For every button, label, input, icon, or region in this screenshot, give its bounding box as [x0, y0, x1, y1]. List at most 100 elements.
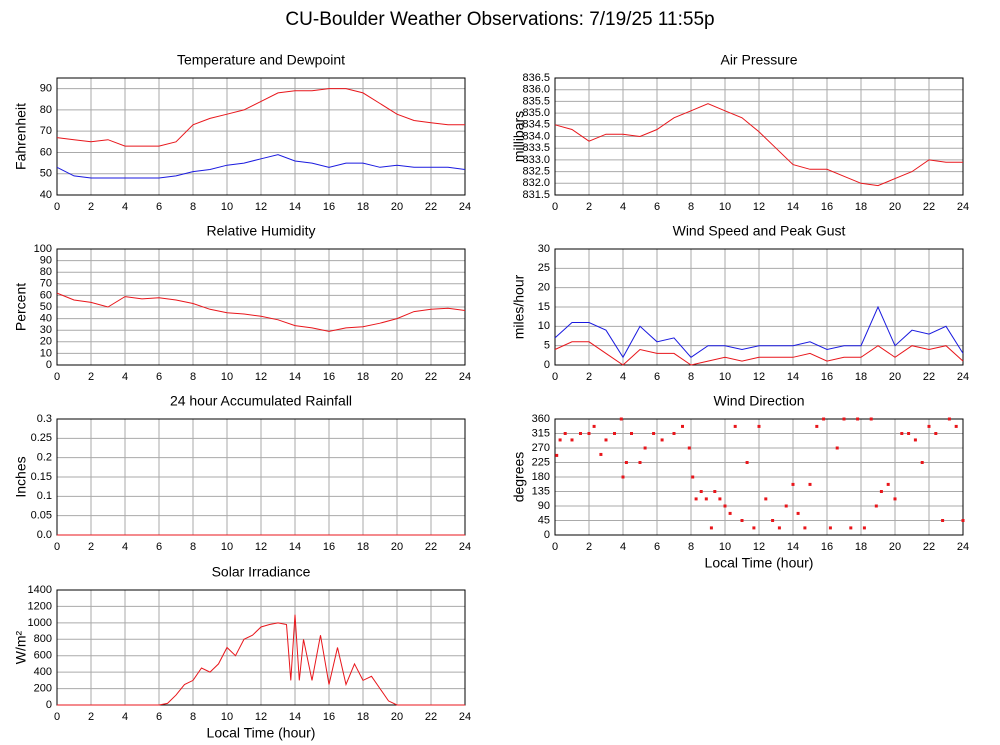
x-tick-label: 2 [586, 371, 592, 383]
panel-title: Solar Irradiance [212, 564, 311, 580]
x-tick-label: 22 [425, 371, 437, 383]
x-tick-label: 4 [122, 541, 128, 553]
data-point [604, 438, 608, 442]
y-tick-label: 400 [34, 666, 52, 678]
x-tick-label: 12 [753, 541, 765, 553]
data-point [764, 497, 768, 501]
x-tick-label: 22 [425, 201, 437, 213]
y-axis-label: degrees [511, 452, 527, 503]
y-tick-label: 836.0 [522, 84, 550, 96]
data-point [886, 482, 890, 486]
panel-title: Relative Humidity [207, 223, 316, 239]
x-tick-label: 20 [391, 201, 403, 213]
y-tick-label: 833.5 [522, 142, 550, 154]
x-tick-label: 4 [122, 201, 128, 213]
data-point [920, 461, 924, 464]
data-point [691, 475, 695, 479]
data-line [554, 341, 964, 366]
x-tick-label: 18 [357, 711, 369, 723]
data-point [947, 417, 951, 421]
x-tick-label: 0 [54, 711, 60, 723]
y-tick-label: 832.0 [522, 177, 550, 189]
y-tick-label: 832.5 [522, 166, 550, 178]
x-tick-label: 4 [620, 541, 626, 553]
y-tick-label: 60 [40, 289, 52, 301]
y-tick-label: 0.0 [37, 529, 52, 541]
y-tick-label: 5 [544, 340, 550, 352]
x-tick-label: 10 [221, 201, 233, 213]
y-tick-label: 80 [40, 104, 52, 116]
y-axis-label: miles/hour [511, 274, 527, 339]
x-tick-label: 16 [323, 371, 335, 383]
y-tick-label: 0.3 [37, 413, 52, 425]
y-axis-label: Percent [13, 283, 29, 331]
y-tick-label: 20 [538, 282, 550, 294]
x-tick-label: 14 [289, 371, 301, 383]
x-tick-label: 24 [957, 371, 969, 383]
x-tick-label: 16 [323, 201, 335, 213]
data-line [56, 154, 466, 179]
y-tick-label: 1200 [28, 600, 52, 612]
y-tick-label: 834.5 [522, 119, 550, 131]
y-tick-label: 25 [538, 262, 550, 274]
data-point [879, 490, 883, 493]
y-tick-label: 90 [40, 83, 52, 95]
y-tick-label: 0.2 [37, 452, 52, 464]
plot-frame [56, 77, 466, 196]
x-tick-label: 24 [957, 541, 969, 553]
data-point [643, 446, 647, 450]
x-tick-label: 22 [425, 711, 437, 723]
y-tick-label: 835.0 [522, 107, 550, 119]
y-tick-label: 0 [46, 359, 52, 371]
x-tick-label: 14 [289, 201, 301, 213]
plot-frame [56, 248, 466, 366]
x-tick-label: 8 [688, 201, 694, 213]
x-axis-label: Local Time (hour) [207, 725, 316, 741]
x-tick-label: 14 [787, 371, 799, 383]
y-tick-label: 1400 [28, 584, 52, 596]
data-line [56, 88, 465, 147]
x-tick-label: 24 [459, 371, 471, 383]
y-tick-label: 0.25 [31, 432, 52, 444]
x-tick-label: 18 [855, 541, 867, 553]
data-point [619, 417, 623, 421]
x-tick-label: 12 [753, 201, 765, 213]
x-tick-label: 4 [122, 371, 128, 383]
y-tick-label: 90 [538, 500, 550, 512]
data-point [849, 526, 853, 530]
data-point [771, 519, 775, 522]
data-point [874, 504, 878, 508]
y-tick-label: 60 [40, 146, 52, 158]
x-tick-label: 8 [190, 711, 196, 723]
x-tick-label: 0 [54, 541, 60, 553]
y-tick-label: 0 [544, 529, 550, 541]
data-point [660, 438, 664, 442]
x-tick-label: 16 [323, 541, 335, 553]
data-point [835, 446, 839, 450]
page-title: CU-Boulder Weather Observations: 7/19/25… [285, 9, 714, 30]
x-tick-label: 20 [391, 541, 403, 553]
x-tick-label: 10 [221, 541, 233, 553]
x-tick-label: 4 [122, 711, 128, 723]
x-tick-label: 18 [357, 541, 369, 553]
x-tick-label: 0 [552, 201, 558, 213]
x-tick-label: 2 [88, 711, 94, 723]
y-tick-label: 1000 [28, 617, 52, 629]
data-line [56, 292, 466, 332]
y-tick-label: 800 [34, 633, 52, 645]
x-tick-label: 16 [821, 371, 833, 383]
x-tick-label: 22 [425, 541, 437, 553]
data-point [709, 526, 713, 530]
x-tick-label: 22 [923, 541, 935, 553]
panel-title: Wind Direction [713, 393, 804, 409]
panel-title: Air Pressure [720, 52, 797, 68]
y-tick-label: 80 [40, 266, 52, 278]
data-point [941, 519, 945, 522]
data-point [694, 497, 698, 501]
data-point [733, 424, 737, 428]
x-tick-label: 10 [719, 541, 731, 553]
x-tick-label: 22 [923, 371, 935, 383]
data-point [555, 453, 559, 457]
x-tick-label: 18 [357, 201, 369, 213]
x-tick-label: 12 [255, 201, 267, 213]
